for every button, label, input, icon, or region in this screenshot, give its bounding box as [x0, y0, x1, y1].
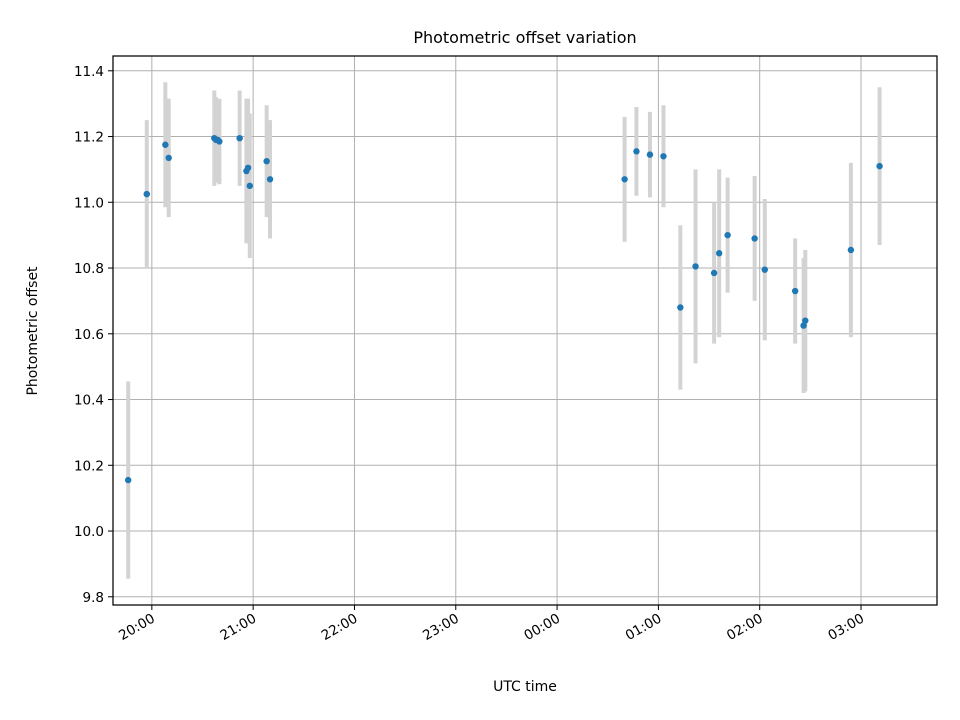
chart-title: Photometric offset variation — [413, 28, 636, 47]
y-tick-label: 10.4 — [74, 393, 104, 409]
x-tick-label: 02:00 — [724, 611, 766, 644]
data-point — [847, 246, 855, 254]
data-point — [876, 162, 883, 170]
data-point — [621, 176, 628, 183]
x-tick-label: 23:00 — [420, 611, 462, 644]
data-point — [236, 134, 243, 142]
data-point — [633, 148, 640, 155]
y-tick-label: 11.4 — [74, 64, 104, 80]
y-tick-label: 11.2 — [74, 130, 104, 146]
data-point — [791, 287, 799, 295]
data-point — [263, 157, 270, 165]
data-point — [124, 476, 132, 484]
x-tick-label: 00:00 — [521, 611, 563, 644]
data-point — [677, 304, 684, 311]
data-point — [244, 164, 252, 171]
errorbar-layer — [126, 82, 882, 579]
x-tick-label: 01:00 — [623, 611, 665, 644]
data-point — [724, 231, 731, 239]
data-point — [216, 138, 223, 145]
y-tick-label: 10.8 — [74, 261, 104, 277]
data-point — [800, 322, 807, 329]
data-point — [246, 182, 253, 190]
data-point — [143, 190, 150, 198]
data-point — [660, 153, 667, 160]
y-tick-label: 10.2 — [74, 458, 104, 474]
y-tick-label: 9.8 — [83, 590, 104, 606]
grid-layer — [113, 56, 937, 605]
y-tick-label: 10.0 — [74, 524, 104, 540]
y-axis-label: Photometric offset — [25, 266, 41, 396]
point-layer — [124, 134, 883, 484]
data-point — [266, 176, 274, 183]
data-point — [802, 317, 809, 324]
data-point — [162, 141, 169, 148]
x-axis-label: UTC time — [493, 679, 557, 695]
data-point — [165, 154, 172, 162]
y-tick-label: 11.0 — [74, 195, 104, 211]
data-point — [761, 266, 768, 273]
y-tick-label: 10.6 — [74, 327, 104, 343]
tick-layer: 20:00 21:00 22:00 23:00 00:00 01:00 02:00 03:00… — [74, 64, 867, 644]
data-point — [751, 235, 758, 242]
x-tick-label: 22:00 — [319, 611, 361, 644]
x-tick-label: 03:00 — [825, 611, 867, 644]
data-point — [646, 151, 654, 158]
plot-frame — [112, 55, 938, 606]
data-point — [710, 269, 718, 277]
x-tick-label: 21:00 — [217, 611, 259, 644]
x-tick-label: 20:00 — [116, 611, 158, 644]
data-point — [715, 250, 723, 257]
data-point — [692, 263, 699, 270]
